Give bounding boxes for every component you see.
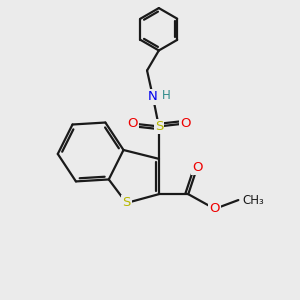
Text: O: O — [127, 117, 138, 130]
Text: H: H — [162, 89, 171, 102]
Text: O: O — [192, 161, 202, 174]
Text: N: N — [148, 91, 158, 103]
Text: CH₃: CH₃ — [243, 194, 265, 207]
Text: O: O — [209, 202, 220, 215]
Text: S: S — [122, 196, 130, 209]
Text: S: S — [154, 120, 163, 133]
Text: O: O — [180, 117, 190, 130]
